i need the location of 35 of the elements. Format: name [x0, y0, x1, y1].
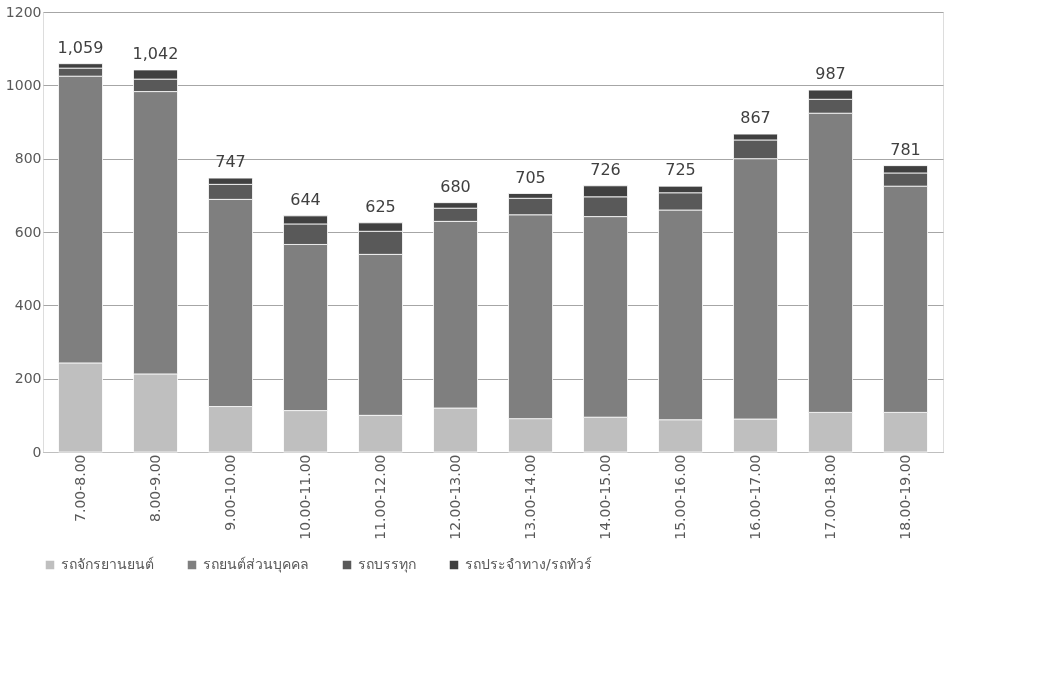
- total-label: 726: [590, 159, 621, 179]
- x-tick-label: 11.00-12.00: [371, 454, 388, 540]
- total-label: 625: [365, 196, 396, 216]
- total-label: 987: [815, 64, 846, 84]
- x-tick-label: 18.00-19.00: [896, 454, 913, 540]
- total-label: 747: [215, 152, 246, 172]
- x-tick-label: 8.00-9.00: [146, 454, 163, 522]
- x-tick-label: 14.00-15.00: [596, 454, 613, 540]
- total-label: 705: [515, 167, 546, 187]
- y-tick-label: 1200: [5, 3, 42, 20]
- legend-label: รถประจำทาง/รถทัวร์: [465, 556, 592, 572]
- total-label: 680: [440, 176, 471, 196]
- legend-label: รถจักรยานยนต์: [61, 556, 154, 572]
- y-tick-label: 1000: [5, 76, 42, 93]
- total-label: 725: [665, 160, 696, 180]
- x-tick-label: 9.00-10.00: [221, 454, 238, 531]
- total-label: 1,059: [57, 37, 104, 57]
- x-tick-label: 7.00-8.00: [71, 454, 88, 522]
- total-label: 867: [740, 108, 771, 128]
- x-tick-label: 10.00-11.00: [296, 454, 313, 540]
- x-tick-label: 13.00-14.00: [521, 454, 538, 540]
- x-tick-label: 16.00-17.00: [746, 454, 763, 540]
- y-tick-label: 400: [14, 296, 42, 313]
- legend-label: รถบรรทุก: [358, 556, 416, 573]
- y-tick-label: 200: [14, 370, 42, 387]
- total-label: 781: [890, 139, 921, 159]
- y-tick-label: 600: [14, 223, 42, 240]
- legend-label: รถยนต์ส่วนบุคคล: [203, 556, 309, 573]
- total-label: 1,042: [132, 43, 179, 63]
- x-tick-label: 12.00-13.00: [446, 454, 463, 540]
- x-tick-label: 15.00-16.00: [671, 454, 688, 540]
- y-tick-label: 800: [14, 150, 42, 167]
- y-tick-label: 0: [32, 443, 42, 460]
- x-tick-label: 17.00-18.00: [821, 454, 838, 540]
- total-label: 644: [290, 189, 321, 209]
